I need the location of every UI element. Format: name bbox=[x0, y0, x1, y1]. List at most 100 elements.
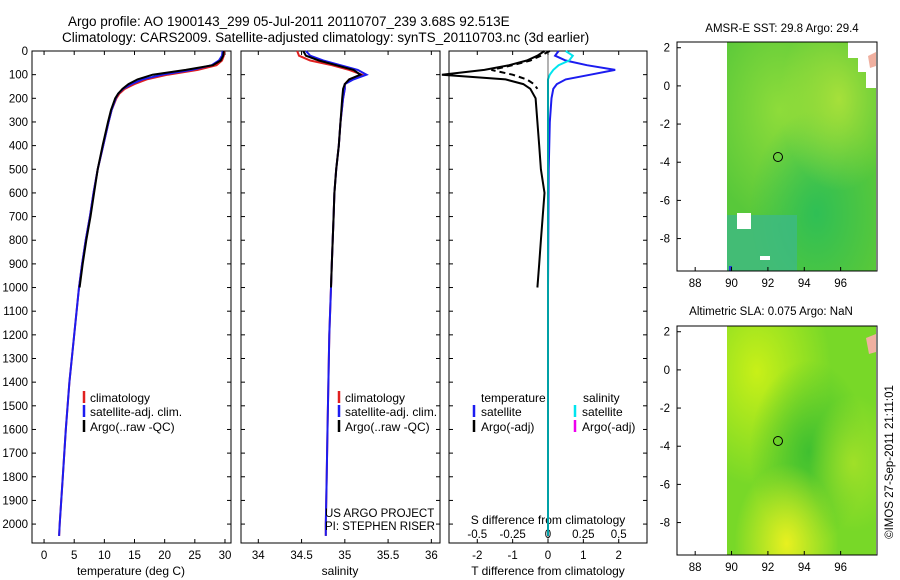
depth-tick-label: 1200 bbox=[2, 330, 28, 342]
map-y-tick-label: -6 bbox=[660, 195, 670, 207]
map-x-tick-label: 94 bbox=[798, 278, 811, 290]
series-line-argo-raw-qc- bbox=[302, 50, 363, 288]
header-line-1: Argo profile: AO 1900143_299 05-Jul-2011… bbox=[68, 14, 510, 29]
map-x-tick-label: 92 bbox=[762, 278, 775, 290]
s-tick-label: 0.25 bbox=[572, 529, 594, 541]
temperature-x-label: temperature (deg C) bbox=[77, 564, 185, 578]
s-tick-label: 0.5 bbox=[611, 529, 627, 541]
depth-tick-label: 1800 bbox=[2, 472, 28, 484]
map-y-tick-label: 0 bbox=[664, 81, 670, 93]
x-tick-label: 25 bbox=[188, 550, 201, 562]
salinity-legend: climatology satellite-adj. clim. Argo(..… bbox=[337, 391, 437, 434]
map-y-tick-label: -2 bbox=[660, 403, 670, 415]
sla-map-title: Altimetric SLA: 0.075 Argo: NaN bbox=[689, 306, 853, 318]
salinity-x-label: salinity bbox=[322, 564, 359, 578]
timestamp-stamp: ©IMOS 27-Sep-2011 21:11:01 bbox=[884, 385, 896, 539]
sst-missing-data-5 bbox=[866, 72, 876, 88]
sst-missing-data-2 bbox=[760, 256, 770, 260]
depth-tick-label: 200 bbox=[9, 93, 28, 105]
map-y-tick-label: -6 bbox=[660, 479, 670, 491]
sst-map-image bbox=[727, 42, 876, 271]
depth-tick-label: 0 bbox=[22, 46, 28, 58]
depth-tick-label: 600 bbox=[9, 188, 28, 200]
legend-label-s-argo: Argo(-adj) bbox=[582, 420, 635, 434]
sst-colder-pixel bbox=[729, 266, 732, 271]
salinity-panel-frame bbox=[240, 50, 441, 544]
series-line-satellite-adj-clim- bbox=[305, 50, 369, 536]
map-y-tick-label: 2 bbox=[664, 43, 670, 55]
s-tick-label: -0.5 bbox=[467, 529, 487, 541]
x-tick-label: 0 bbox=[545, 550, 551, 562]
salinity-series bbox=[296, 50, 369, 536]
sst-land-mask bbox=[868, 52, 876, 68]
sst-map-axes: 88 90 92 94 96 2 0 -2 -4 -6 -8 bbox=[660, 43, 847, 290]
depth-tick-label: 1500 bbox=[2, 401, 28, 413]
x-tick-label: 30 bbox=[219, 550, 232, 562]
map-x-tick-label: 90 bbox=[725, 562, 738, 574]
legend-label-satellite: satellite-adj. clim. bbox=[90, 405, 182, 419]
temperature-x-axis: 0 5 10 15 20 25 30 bbox=[41, 51, 232, 562]
x-tick-label: 36 bbox=[425, 550, 438, 562]
depth-tick-label: 1700 bbox=[2, 448, 28, 460]
salinity-x-axis: 34 34.5 35 35.5 36 bbox=[252, 51, 438, 562]
header-line-2: Climatology: CARS2009. Satellite-adjuste… bbox=[62, 30, 589, 45]
temperature-legend: climatology satellite-adj. clim. Argo(..… bbox=[82, 391, 182, 434]
series-line-argo-raw-qc- bbox=[78, 50, 225, 288]
sst-missing-data-3 bbox=[848, 42, 876, 58]
map-x-tick-label: 94 bbox=[798, 562, 811, 574]
x-tick-label: 20 bbox=[158, 550, 171, 562]
depth-tick-label: 800 bbox=[9, 235, 28, 247]
depth-axis: 0 100 200 300 400 500 600 700 800 900 1000 1100 1200… bbox=[2, 46, 647, 531]
depth-tick-label: 1100 bbox=[3, 306, 28, 318]
map-x-tick-label: 90 bbox=[725, 278, 738, 290]
sla-land-mask bbox=[866, 334, 876, 354]
legend-label-argo: Argo(..raw -QC) bbox=[90, 420, 175, 434]
sst-float-marker bbox=[773, 152, 783, 162]
x-tick-label: -2 bbox=[472, 550, 482, 562]
legend-label-climatology: climatology bbox=[345, 391, 405, 405]
map-y-tick-label: 2 bbox=[664, 327, 670, 339]
temperature-series bbox=[58, 50, 226, 536]
series-line-climatology bbox=[296, 50, 365, 536]
map-x-tick-label: 88 bbox=[689, 278, 702, 290]
map-y-tick-label: -4 bbox=[660, 441, 671, 453]
x-tick-label: 35.5 bbox=[377, 550, 399, 562]
depth-tick-label: 1300 bbox=[2, 354, 28, 366]
map-x-tick-label: 88 bbox=[689, 562, 702, 574]
sst-map-frame bbox=[676, 41, 878, 272]
sla-map-axes: 88 90 92 94 96 2 0 -2 -4 -6 -8 bbox=[660, 327, 847, 574]
depth-tick-label: 1900 bbox=[2, 495, 28, 507]
project-credit: US ARGO PROJECT bbox=[325, 508, 434, 520]
sst-map-title: AMSR-E SST: 29.8 Argo: 29.4 bbox=[705, 23, 859, 35]
series-line-t-satellite bbox=[547, 50, 616, 536]
sst-missing-data-1 bbox=[737, 213, 751, 229]
x-tick-label: 1 bbox=[580, 550, 586, 562]
depth-tick-label: 300 bbox=[9, 117, 28, 129]
depth-tick-label: 400 bbox=[9, 141, 28, 153]
difference-x-axis: -2 -1 0 1 2 bbox=[472, 51, 622, 562]
x-tick-label: 0 bbox=[41, 550, 47, 562]
depth-tick-label: 100 bbox=[9, 70, 28, 82]
legend-title-temperature: temperature bbox=[481, 391, 546, 405]
difference-series bbox=[441, 50, 616, 536]
sla-map-image bbox=[727, 326, 876, 555]
difference-x-label: T difference from climatology bbox=[471, 564, 625, 578]
x-tick-label: 10 bbox=[98, 550, 111, 562]
depth-tick-label: 1000 bbox=[2, 283, 28, 295]
map-y-tick-label: -4 bbox=[660, 157, 671, 169]
map-x-tick-label: 96 bbox=[834, 278, 847, 290]
legend-title-salinity: salinity bbox=[583, 391, 620, 405]
x-tick-label: 34.5 bbox=[290, 550, 312, 562]
x-tick-label: -1 bbox=[508, 550, 518, 562]
legend-label-satellite: satellite-adj. clim. bbox=[345, 405, 437, 419]
map-x-tick-label: 96 bbox=[834, 562, 847, 574]
difference-legend: temperature salinity satellite Argo(-adj… bbox=[472, 391, 635, 434]
depth-tick-label: 700 bbox=[9, 212, 28, 224]
sla-float-marker bbox=[773, 436, 783, 446]
legend-label-climatology: climatology bbox=[90, 391, 150, 405]
map-y-tick-label: 0 bbox=[664, 365, 670, 377]
series-line-satellite-adj-clim- bbox=[58, 50, 224, 536]
map-y-tick-label: -8 bbox=[660, 518, 670, 530]
pi-credit: PI: STEPHEN RISER bbox=[325, 521, 435, 533]
